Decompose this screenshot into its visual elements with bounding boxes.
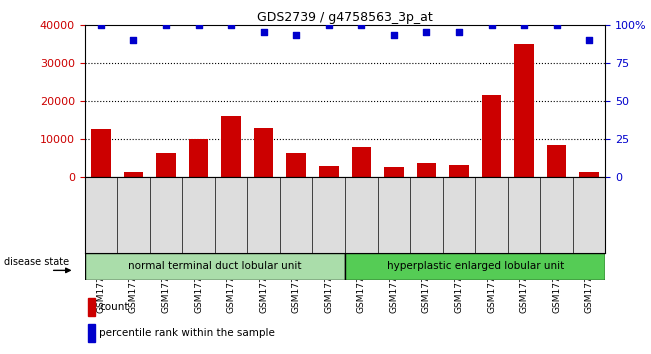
Bar (417, 162, 436, 177)
Bar (352, 147, 371, 177)
Bar (579, 172, 599, 177)
Point (486, 22, 497, 28)
Bar (286, 153, 306, 177)
Bar (254, 128, 273, 177)
Point (324, 22, 334, 28)
Point (96, 22, 106, 28)
Point (389, 33, 399, 38)
Bar (221, 116, 241, 177)
Bar (91, 130, 111, 177)
Point (193, 22, 204, 28)
Bar (547, 145, 566, 177)
Bar (189, 139, 208, 177)
Point (291, 33, 301, 38)
Bar (88, 324, 95, 342)
Point (258, 29, 269, 35)
Point (421, 29, 432, 35)
Bar (482, 95, 501, 177)
Point (161, 22, 171, 28)
Text: hyperplastic enlarged lobular unit: hyperplastic enlarged lobular unit (387, 261, 564, 272)
Bar (156, 153, 176, 177)
Title: GDS2739 / g4758563_3p_at: GDS2739 / g4758563_3p_at (257, 11, 433, 24)
Text: count: count (99, 302, 129, 312)
Point (356, 22, 367, 28)
Text: disease state: disease state (5, 257, 70, 267)
Bar (124, 172, 143, 177)
Text: percentile rank within the sample: percentile rank within the sample (99, 328, 275, 338)
Point (454, 29, 464, 35)
Point (551, 22, 562, 28)
Bar (345, 253, 605, 280)
Point (584, 37, 594, 43)
Point (226, 22, 236, 28)
Bar (88, 298, 95, 316)
Point (519, 22, 529, 28)
Bar (319, 166, 339, 177)
Bar (85, 253, 345, 280)
Bar (514, 44, 534, 177)
Point (128, 37, 139, 43)
Bar (449, 165, 469, 177)
Bar (384, 167, 404, 177)
Text: normal terminal duct lobular unit: normal terminal duct lobular unit (128, 261, 301, 272)
